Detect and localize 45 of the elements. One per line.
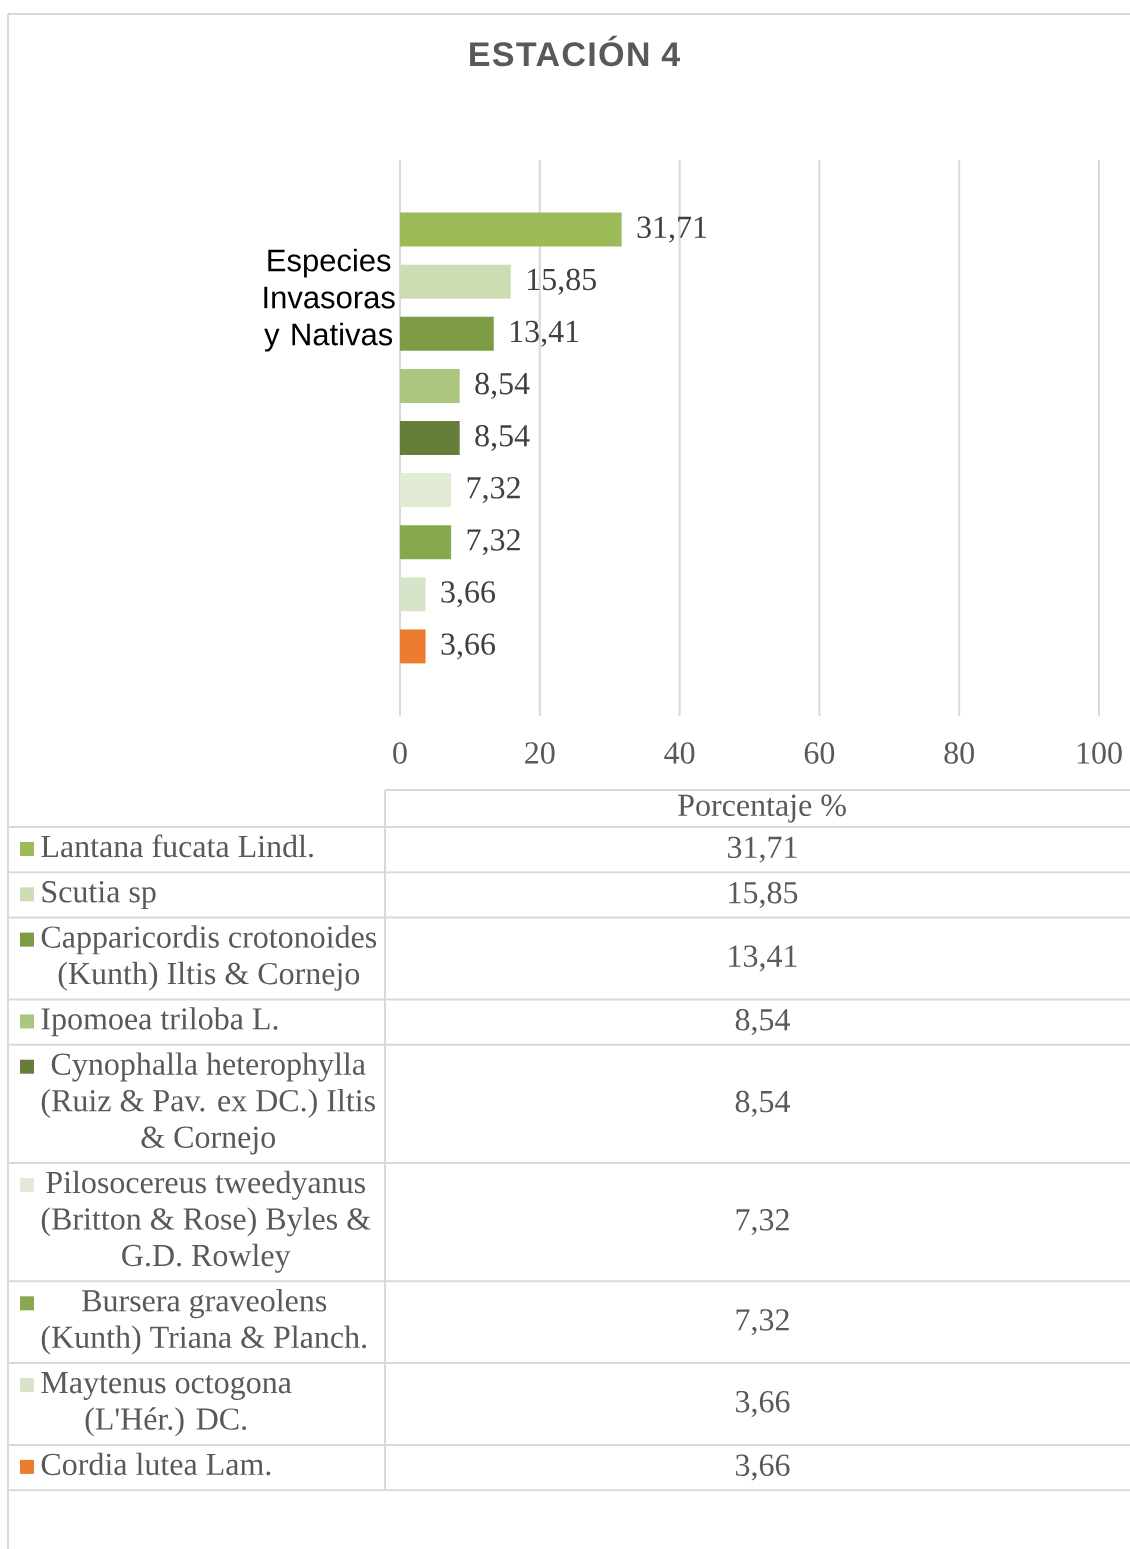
data-label: 15,85 (528, 268, 596, 295)
text: 8,54 (735, 1090, 790, 1117)
x-axis-title: Porcentaje % (678, 794, 846, 823)
legend-label: Lantana fucata Lindl. (41, 834, 313, 858)
text: 15,85 (729, 881, 798, 909)
legend-label: Pilosocereus tweedyanus (Britton & Rose) Byles & G.D. Rowley (41, 1170, 371, 1273)
x-tick-label: 80 (944, 742, 974, 764)
text: 31,71 (728, 836, 797, 863)
x-tick-label: 60 (804, 742, 835, 764)
y-axis-title: Especies Invasoras y Nativas (264, 248, 395, 352)
data-label: 3,66 (441, 581, 496, 608)
data-label: 8,54 (475, 372, 530, 400)
data-label: 7,32 (467, 529, 520, 556)
data-label: 13,41 (510, 320, 579, 347)
x-tick-label: 100 (1077, 742, 1122, 764)
data-label: 31,71 (637, 216, 707, 243)
text: 13,41 (729, 945, 797, 972)
chart-title: ESTACIÓN 4 (470, 35, 680, 67)
x-tick-label: 0 (393, 742, 407, 764)
x-tick-label: 20 (525, 742, 555, 764)
legend-label: Scutia sp (42, 881, 156, 910)
bar (400, 577, 426, 612)
text: 8,54 (735, 1008, 790, 1036)
data-label: 7,32 (467, 477, 520, 504)
bar (400, 525, 452, 560)
bar (400, 368, 460, 403)
legend-label: Maytenus octogona (L'Hér.) DC. (41, 1372, 292, 1437)
bar (400, 264, 511, 299)
legend-label: Cordia lutea Lam. (41, 1452, 271, 1476)
legend-label: Capparicordis crotonoides (Kunth) Iltis & Cornejo (41, 925, 377, 991)
bar (400, 473, 452, 508)
data-label: 8,54 (475, 424, 530, 452)
text: 3,66 (736, 1390, 790, 1418)
legend-label: Cynophalla heterophylla (Ruiz & Pav. ex DC.) Iltis & Cornejo (41, 1052, 375, 1155)
data-label: 3,66 (441, 633, 496, 660)
text: 7,32 (736, 1209, 789, 1236)
bar (400, 421, 460, 456)
legend-label: Bursera graveolens (Kunth) Triana & Planch. (41, 1289, 366, 1355)
legend-label: Ipomoea triloba L. (41, 1007, 278, 1037)
bar (400, 212, 622, 247)
x-tick-label: 40 (664, 742, 695, 764)
bar (400, 316, 494, 351)
bar (400, 629, 426, 664)
text: 7,32 (736, 1309, 789, 1336)
text: 3,66 (736, 1454, 790, 1481)
